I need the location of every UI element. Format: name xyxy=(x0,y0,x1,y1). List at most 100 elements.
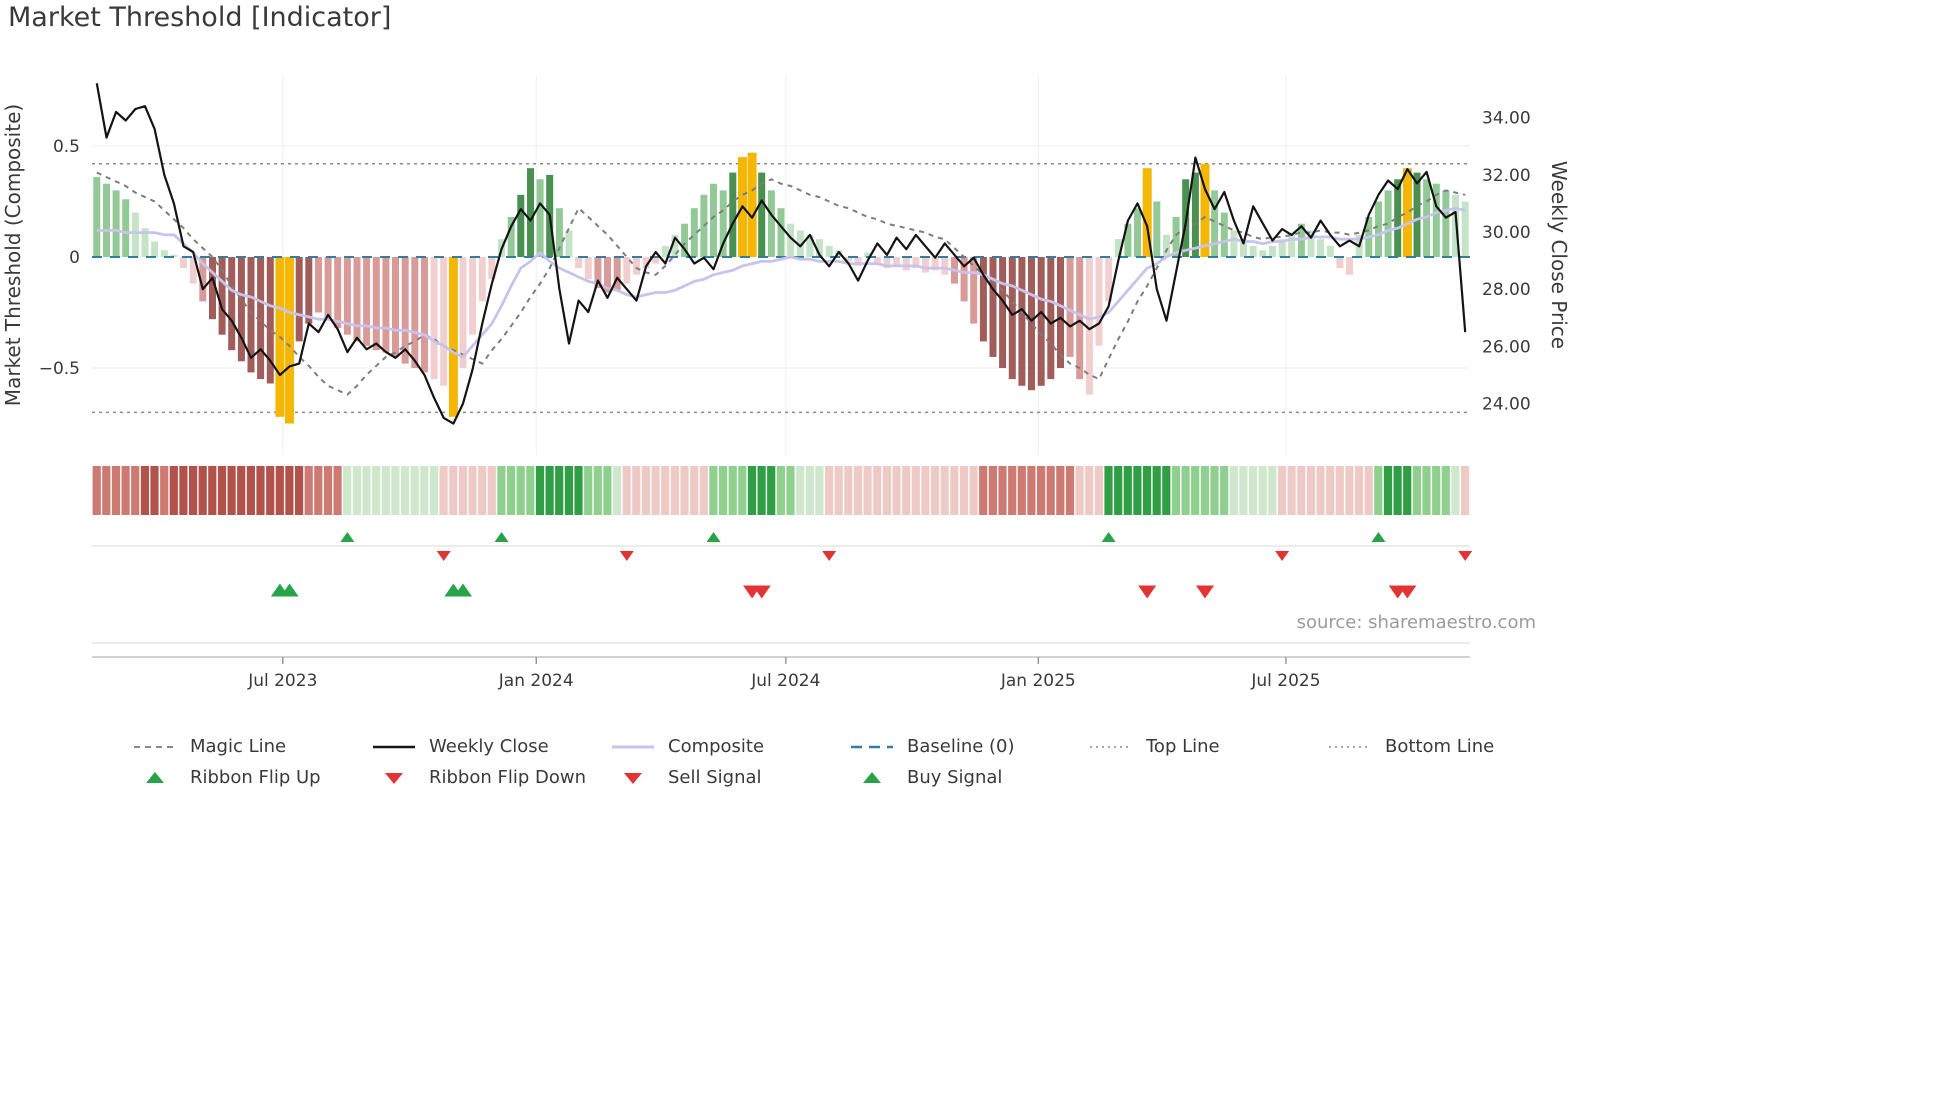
threshold-bar xyxy=(642,257,650,269)
ribbon-cell xyxy=(844,466,853,515)
ribbon-cell xyxy=(564,466,573,515)
ribbon-cell xyxy=(950,466,959,515)
threshold-bar xyxy=(767,190,775,257)
threshold-bar xyxy=(1317,239,1325,257)
ribbon-cell xyxy=(1306,466,1315,515)
threshold-bar xyxy=(613,257,621,291)
ribbon-cell xyxy=(593,466,602,515)
ribbon-cell xyxy=(381,466,390,515)
ribbon-cell xyxy=(1432,466,1441,515)
legend-label: Baseline (0) xyxy=(907,736,1015,757)
left-axis-label: Market Threshold (Composite) xyxy=(1,104,25,406)
left-axis-tick: 0 xyxy=(69,248,80,268)
threshold-bar xyxy=(787,223,795,257)
ribbon-cell xyxy=(1239,466,1248,515)
ribbon-cell xyxy=(1461,466,1470,515)
ribbon-cell xyxy=(921,466,930,515)
triangle-down-icon xyxy=(385,772,403,784)
ribbon-cell xyxy=(1104,466,1113,515)
threshold-bar xyxy=(1076,257,1084,380)
ribbon-cell xyxy=(1287,466,1296,515)
ribbon-cell xyxy=(1335,466,1344,515)
legend-label: Top Line xyxy=(1146,736,1220,757)
ribbon-cell xyxy=(535,466,545,515)
threshold-bar xyxy=(623,257,631,284)
threshold-bar xyxy=(507,217,515,257)
threshold-bar xyxy=(305,257,313,324)
dotted-line-swatch xyxy=(1090,745,1132,748)
ribbon-cell xyxy=(314,466,323,515)
threshold-bar xyxy=(266,257,274,384)
threshold-bar xyxy=(825,245,833,257)
ribbon-cell xyxy=(1422,466,1431,515)
threshold-bar xyxy=(1057,257,1064,368)
legend-row1: Magic Line Weekly Close Composite Baseline … xyxy=(132,736,1632,757)
ribbon-cell xyxy=(478,466,487,515)
ribbon-cell xyxy=(988,466,997,515)
ribbon-cell xyxy=(767,466,776,515)
threshold-bar xyxy=(459,257,467,368)
ribbon-cell xyxy=(150,466,159,515)
ribbon-cell xyxy=(92,466,101,515)
threshold-bar xyxy=(719,190,727,257)
ribbon-cell xyxy=(690,466,699,515)
ribbon-flip-down-marker xyxy=(1458,551,1473,561)
x-axis-tick: Jan 2025 xyxy=(1000,671,1076,691)
threshold-bar xyxy=(1452,194,1459,257)
legend-row2: Ribbon Flip Up Ribbon Flip Down Sell Signa… xyxy=(132,767,1632,788)
ribbon-cell xyxy=(584,466,593,515)
ribbon-cell xyxy=(1181,466,1190,515)
ribbon-cell xyxy=(1200,466,1209,515)
ribbon-cell xyxy=(198,466,207,515)
threshold-bar xyxy=(151,241,159,257)
threshold-bar xyxy=(247,257,255,373)
ribbon-cell xyxy=(1075,466,1084,515)
dotted-line-swatch xyxy=(1329,745,1371,748)
threshold-bar xyxy=(1326,245,1334,257)
ribbon-cell xyxy=(940,466,949,515)
ribbon-cell xyxy=(834,466,843,515)
ribbon-cell xyxy=(1249,466,1258,515)
threshold-bar xyxy=(1413,172,1421,257)
ribbon-cell xyxy=(1383,466,1393,515)
left-axis-tick: 0.5 xyxy=(53,137,80,157)
threshold-bar xyxy=(469,257,477,335)
ribbon-cell xyxy=(237,466,246,515)
legend-item-buy-signal: Buy Signal xyxy=(849,767,1088,788)
ribbon-cell xyxy=(468,466,477,515)
ribbon-flip-down-marker xyxy=(1275,551,1290,561)
threshold-bar xyxy=(1288,234,1296,257)
threshold-bar xyxy=(488,257,496,280)
threshold-bar-gold xyxy=(1402,168,1412,257)
threshold-bar xyxy=(228,257,236,351)
ribbon-cell xyxy=(738,466,747,515)
threshold-bar xyxy=(710,183,717,257)
threshold-bar xyxy=(257,257,265,380)
ribbon-cell xyxy=(1345,466,1354,515)
right-axis-tick: 34.00 xyxy=(1482,109,1531,129)
ribbon-cell xyxy=(516,466,525,515)
threshold-bar xyxy=(970,257,978,324)
threshold-bar xyxy=(103,183,110,257)
ribbon-cell xyxy=(747,466,757,515)
ribbon-cell xyxy=(719,466,728,515)
separators xyxy=(92,545,1470,658)
ribbon-cell xyxy=(1017,466,1026,515)
legend-item-sell-signal: Sell Signal xyxy=(610,767,849,788)
threshold-bar xyxy=(343,257,351,335)
legend-label: Ribbon Flip Down xyxy=(429,767,587,788)
ribbon-cell xyxy=(1046,466,1055,515)
ribbon-cell xyxy=(1393,466,1402,515)
ribbon-cell xyxy=(776,466,785,515)
threshold-bar xyxy=(604,257,611,293)
legend-item-magic-line: Magic Line xyxy=(132,736,371,757)
ribbon-cell xyxy=(757,466,766,515)
ribbon-cell xyxy=(1056,466,1065,515)
ribbon-cell xyxy=(449,466,458,515)
threshold-bar xyxy=(478,257,486,302)
legend-item-baseline-0: Baseline (0) xyxy=(849,736,1088,757)
dashed-line-swatch xyxy=(134,745,176,748)
threshold-bar xyxy=(575,257,583,269)
threshold-bar xyxy=(1375,201,1382,257)
